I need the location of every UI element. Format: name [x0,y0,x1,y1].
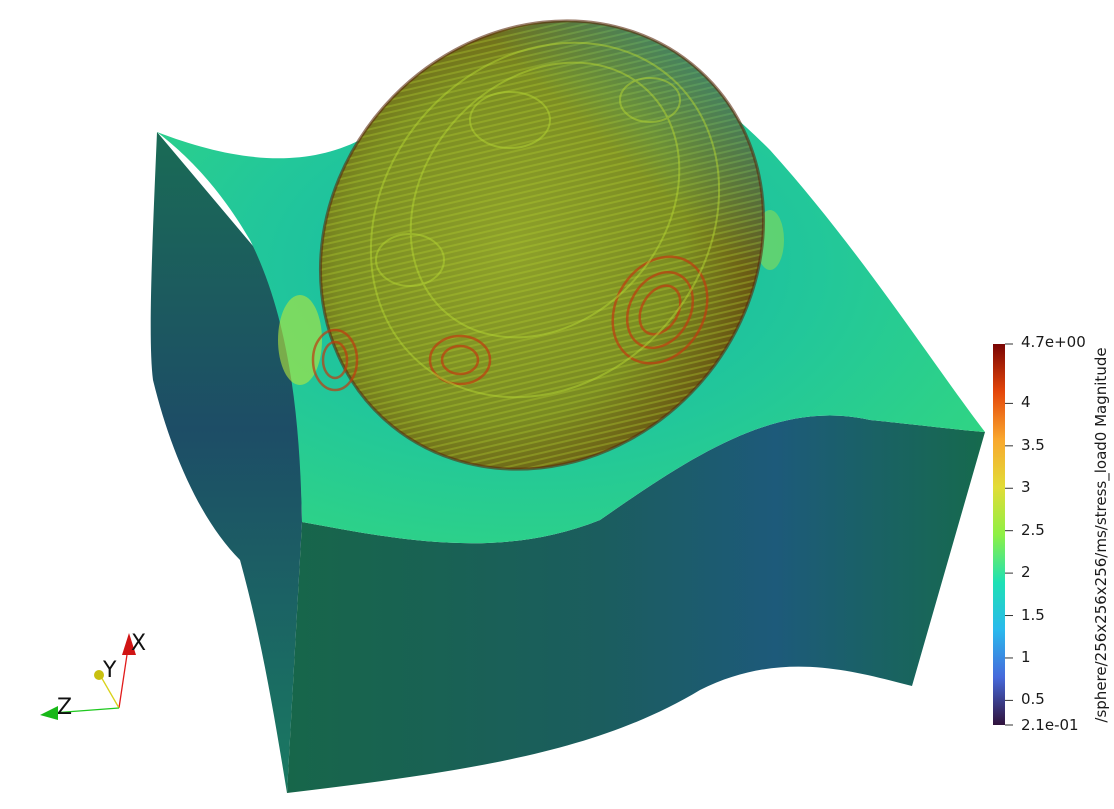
colorbar-max-label: 4.7e+00 [1021,333,1086,351]
z-axis-arrow-icon [40,706,58,720]
stress-highlight-left [278,295,322,385]
colorbar-tick-label: 2 [1021,563,1031,582]
colorbar-tick-label: 1.5 [1021,605,1045,624]
y-axis-line [99,674,120,709]
colorbar-tick-label: 2.5 [1021,520,1045,539]
z-axis-label: Z [57,695,73,720]
colorbar-tick-label: 4 [1021,393,1031,412]
y-axis-arrow-icon [94,670,104,680]
colorbar-min-label: 2.1e-01 [1021,716,1079,734]
colorbar-tick-label: 3.5 [1021,435,1045,454]
x-axis-label: X [131,631,147,656]
colorbar-tick-label: 0.5 [1021,690,1045,709]
ellipsoid-inclusion [311,19,766,471]
colorbar [993,343,1013,726]
x-axis-line [118,647,129,709]
y-axis-label: Y [103,658,117,683]
block-left-face [150,132,302,793]
z-axis-line [51,707,120,714]
block-front-face [287,415,985,793]
x-axis-arrow-icon [122,633,136,655]
colorbar-tick-label: 1 [1021,647,1031,666]
colorbar-tick-label: 3 [1021,478,1031,497]
orientation-axes-widget [40,633,136,720]
colorbar-title: /sphere/256x256x256/ms/stress_load0 Magn… [1092,347,1110,723]
colorbar-gradient [993,344,1005,725]
